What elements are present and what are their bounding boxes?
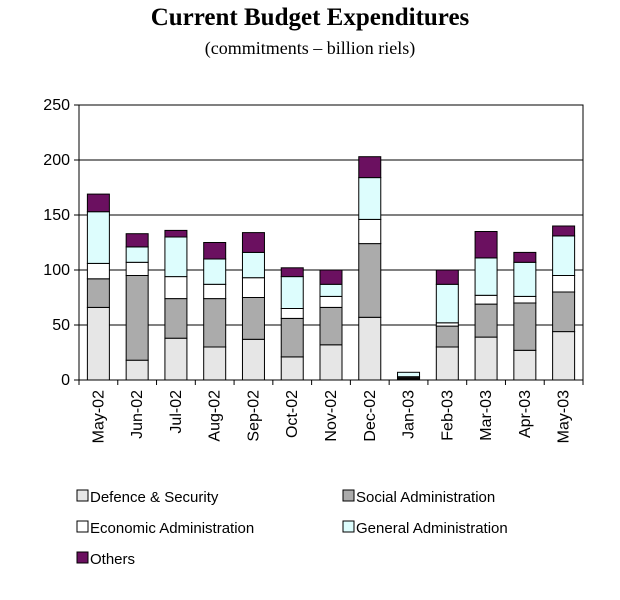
x-tick-label: Jan-03 [401, 390, 418, 439]
bar-segment [358, 177, 382, 220]
bar-segment [358, 243, 382, 318]
legend-label: General Administration [356, 520, 508, 537]
bar-segment [397, 371, 421, 378]
bar-segment [435, 346, 459, 381]
bar-segment [280, 356, 304, 381]
y-tick-label: 50 [52, 317, 70, 334]
bar-segment [241, 297, 265, 340]
bar-segment [552, 225, 576, 237]
bar-segment [474, 257, 498, 296]
x-tick-label: Feb-03 [439, 390, 456, 441]
x-tick-label: Jun-02 [129, 390, 146, 439]
x-tick-label: Jul-02 [168, 390, 185, 434]
y-tick-label: 0 [61, 372, 70, 389]
legend-swatch [76, 489, 89, 502]
bar-segment [203, 258, 227, 285]
x-tick-label: May-03 [556, 390, 573, 443]
bar-segment [435, 283, 459, 324]
bar-segment [125, 246, 149, 263]
bar-segment [552, 291, 576, 333]
bar-segment [280, 308, 304, 319]
bar-segment [164, 229, 188, 238]
bar-segment [280, 267, 304, 278]
bar-segment [203, 283, 227, 300]
legend-swatch [76, 520, 89, 533]
x-tick-label: Oct-02 [284, 390, 301, 438]
bar-segment [241, 338, 265, 381]
bar-segment [474, 231, 498, 259]
y-tick-label: 100 [43, 262, 70, 279]
legend-label: Defence & Security [90, 489, 219, 506]
y-tick-label: 200 [43, 152, 70, 169]
bar-segment [203, 242, 227, 260]
bar-segment [513, 251, 537, 263]
bar-segment [319, 269, 343, 285]
bar-segment [319, 295, 343, 308]
bar-segment [241, 251, 265, 279]
legend-swatch [342, 489, 355, 502]
bar-segment [513, 349, 537, 381]
bar-segment [552, 275, 576, 293]
bar-segment [125, 233, 149, 248]
x-tick-label: Apr-03 [517, 390, 534, 438]
bar-segment [164, 298, 188, 339]
bar-segment [474, 303, 498, 338]
legend-label: Social Administration [356, 489, 495, 506]
bar-segment [203, 298, 227, 348]
bar-segment [552, 235, 576, 276]
x-tick-label: Dec-02 [362, 390, 379, 442]
bar-segment [164, 236, 188, 278]
bar-segment [86, 211, 110, 264]
y-tick-label: 250 [43, 97, 70, 114]
bar-segment [435, 269, 459, 285]
bar-segment [86, 278, 110, 308]
legend-swatch [76, 551, 89, 564]
bar-segment [474, 294, 498, 305]
bar-segment [319, 344, 343, 381]
bar-segment [125, 359, 149, 381]
bar-segment [280, 317, 304, 358]
bar-segment [552, 331, 576, 381]
x-tick-label: Mar-03 [478, 390, 495, 441]
legend-label: Others [90, 551, 135, 568]
bar-segment [319, 283, 343, 297]
y-tick-label: 150 [43, 207, 70, 224]
bar-segment [358, 316, 382, 381]
legend-label: Economic Administration [90, 520, 254, 537]
bar-segment [86, 262, 110, 280]
chart-title: Current Budget Expenditures [150, 4, 470, 31]
bar-segment [164, 337, 188, 381]
bar-segment [86, 193, 110, 213]
bar-segment [241, 277, 265, 299]
bar-segment [513, 302, 537, 351]
bar-segment [513, 295, 537, 304]
bar-segment [280, 276, 304, 310]
bar-segment [358, 218, 382, 245]
x-tick-label: May-02 [90, 390, 107, 443]
bar-segment [125, 275, 149, 361]
bar-segment [125, 261, 149, 276]
bar-segment [319, 306, 343, 346]
bar-segment [241, 232, 265, 253]
bar-segment [358, 156, 382, 179]
bar-segment [86, 306, 110, 381]
legend-swatch [342, 520, 355, 533]
x-tick-label: Sep-02 [245, 390, 262, 442]
x-tick-label: Aug-02 [207, 390, 224, 442]
bar-segment [513, 261, 537, 297]
bar-segment [435, 325, 459, 348]
bar-segment [164, 276, 188, 300]
chart-subtitle: (commitments – billion riels) [204, 38, 416, 58]
x-tick-label: Nov-02 [323, 390, 340, 442]
bar-segment [203, 346, 227, 381]
bar-segment [474, 336, 498, 381]
